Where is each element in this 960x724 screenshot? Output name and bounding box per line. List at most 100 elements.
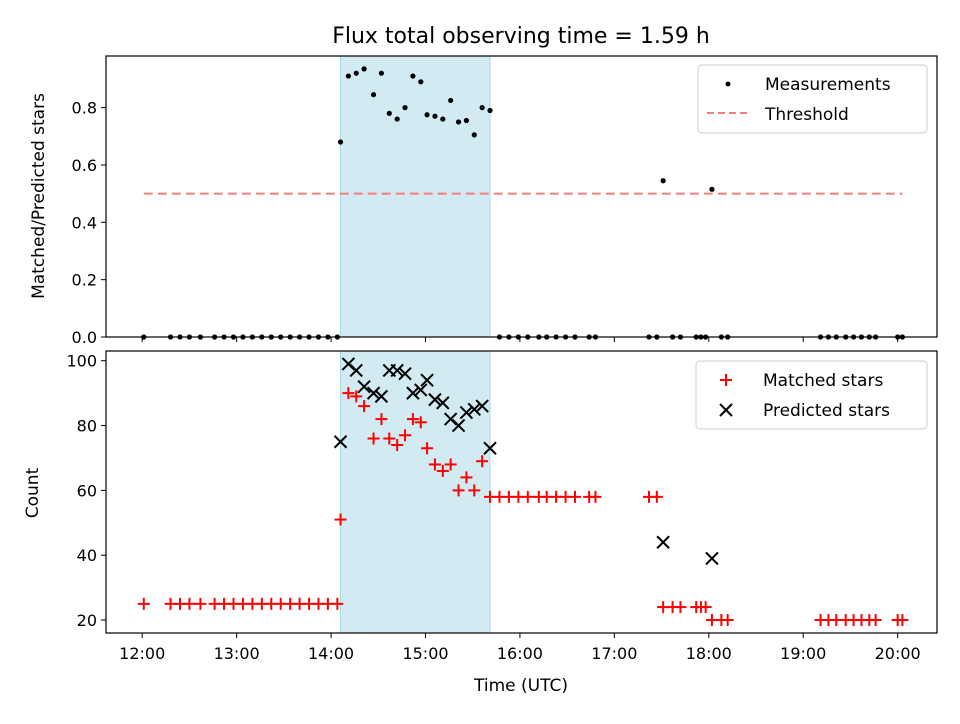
- x-tick-label: 12:00: [119, 644, 165, 663]
- matched-stars-point: [406, 413, 419, 426]
- matched-stars-point: [342, 387, 355, 400]
- matched-stars-point: [358, 400, 371, 413]
- matched-stars-point: [674, 601, 687, 614]
- top-axes-frame: [105, 55, 938, 338]
- bottom-y-tick-label: 60: [77, 481, 97, 500]
- bottom-y-tick-label: 100: [66, 352, 97, 371]
- measurement-point: [394, 116, 400, 122]
- legend-label-predicted-stars: Predicted stars: [763, 401, 890, 421]
- matched-stars-point: [569, 490, 582, 503]
- predicted-stars-point: [349, 363, 363, 378]
- top-y-tick-label: 0.4: [72, 213, 97, 232]
- predicted-stars-point: [374, 389, 389, 404]
- bottom-y-tick-label: 20: [77, 611, 97, 630]
- bottom-shaded-region: [340, 350, 491, 634]
- x-tick-label: 18:00: [686, 644, 732, 663]
- top-y-axis-label: Matched/Predicted stars: [29, 93, 49, 299]
- measurement-point: [455, 119, 462, 125]
- legend-label-matched-stars: Matched stars: [763, 371, 883, 391]
- predicted-stars-point: [459, 405, 474, 420]
- x-tick-label: 14:00: [308, 644, 354, 663]
- predicted-stars-point: [451, 418, 466, 433]
- bottom-plot-area: 20 40 60 80 100 12:00 13:00 14:00 15:00 16:00 17:…: [66, 350, 938, 663]
- predicted-stars-point: [483, 441, 497, 455]
- bottom-axes-frame: [105, 350, 938, 634]
- measurement-point: [463, 117, 470, 124]
- measurement-point: [337, 139, 344, 145]
- measurement-point: [471, 132, 477, 138]
- bottom-y-tick-label: 80: [77, 417, 97, 436]
- measurement-point: [418, 79, 424, 85]
- matched-stars-point: [399, 429, 412, 442]
- measurement-point: [709, 186, 715, 192]
- matched-stars-point: [721, 614, 734, 627]
- matched-stars-point: [521, 490, 534, 503]
- matched-stars-point: [137, 597, 150, 610]
- x-tick-label: 17:00: [591, 644, 637, 663]
- matched-stars-point: [436, 464, 449, 477]
- measurement-point: [660, 178, 666, 184]
- predicted-stars-point: [436, 396, 450, 410]
- predicted-stars-point: [705, 551, 719, 566]
- matched-stars-point: [331, 597, 344, 610]
- matched-stars-point: [367, 432, 380, 445]
- legend-marker-matched-stars: [720, 374, 732, 386]
- legend-marker-measurements: [725, 81, 731, 87]
- matched-stars-point: [444, 458, 457, 471]
- matched-stars-point: [476, 455, 489, 468]
- matched-stars-point: [589, 490, 602, 503]
- legend-label-measurements: Measurements: [765, 75, 891, 95]
- top-y-tick-label: 0.0: [72, 328, 97, 347]
- predicted-stars-point: [333, 435, 348, 449]
- bottom-y-tick-label: 40: [77, 546, 97, 565]
- x-tick-label: 20:00: [875, 644, 921, 663]
- predicted-stars-point: [414, 383, 428, 397]
- predicted-stars-point: [467, 402, 481, 417]
- matched-stars-point: [194, 597, 207, 610]
- predicted-stars-point: [366, 386, 381, 400]
- bottom-y-axis-label: Count: [23, 467, 43, 518]
- predicted-stars-point: [656, 535, 670, 549]
- predicted-stars-point: [406, 386, 420, 400]
- measurement-point: [479, 105, 485, 111]
- matched-stars-point: [375, 413, 388, 426]
- predicted-stars-point: [398, 366, 412, 381]
- matched-stars-point: [334, 513, 347, 526]
- x-tick-label: 15:00: [402, 644, 448, 663]
- x-tick-label: 19:00: [780, 644, 826, 663]
- matched-stars-point: [896, 614, 909, 627]
- measurement-point: [440, 116, 446, 122]
- matched-stars-point: [421, 442, 434, 455]
- matched-stars-point: [468, 484, 481, 497]
- measurement-point: [432, 113, 438, 119]
- matched-stars-point: [183, 597, 196, 610]
- measurement-point: [370, 92, 377, 98]
- top-y-tick-label: 0.8: [72, 99, 97, 118]
- top-y-tick-label: 0.6: [72, 156, 97, 175]
- predicted-stars-point: [428, 392, 442, 407]
- matched-stars-point: [452, 484, 465, 497]
- measurement-point: [361, 66, 367, 72]
- matched-stars-point: [869, 614, 882, 627]
- x-tick-label: 16:00: [497, 644, 543, 663]
- matched-stars-point: [383, 432, 396, 445]
- matched-stars-point: [414, 416, 427, 429]
- matched-stars-point: [428, 458, 441, 471]
- matched-stars-point: [350, 390, 363, 403]
- measurement-point: [410, 73, 416, 79]
- predicted-stars-point: [390, 363, 404, 378]
- x-tick-label: 13:00: [214, 644, 260, 663]
- top-legend-box: [697, 64, 928, 134]
- matched-stars-point: [699, 601, 712, 614]
- predicted-stars-point: [357, 379, 371, 394]
- measurement-point: [448, 97, 454, 104]
- matched-stars-point: [391, 439, 404, 451]
- chart-title: Flux total observing time = 1.59 h: [332, 24, 710, 49]
- top-y-tick-label: 0.2: [72, 271, 97, 290]
- matched-stars-point: [650, 490, 663, 503]
- top-shaded-region: [340, 55, 491, 338]
- measurement-point: [378, 70, 385, 76]
- measurement-point: [386, 110, 392, 116]
- measurement-point: [402, 105, 408, 111]
